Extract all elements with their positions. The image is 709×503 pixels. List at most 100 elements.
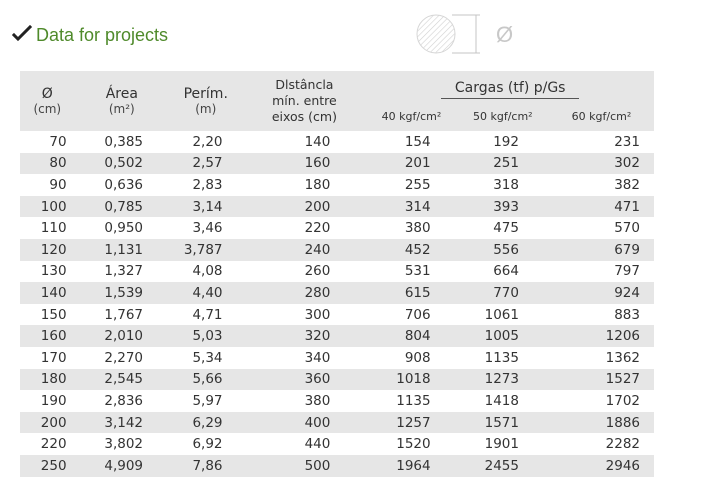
table-cell: 231	[614, 133, 640, 150]
table-cell: 200	[242, 195, 367, 218]
table-row: 80 0,502 2,57 160 201 251 302	[20, 152, 654, 175]
table-cell: 393	[456, 195, 549, 218]
header-cargas: Cargas (tf) p/Gs	[366, 71, 654, 101]
checkmark-icon	[12, 24, 33, 42]
table-cell: 1206	[548, 325, 654, 347]
table-cell: 2,270	[104, 349, 144, 366]
table-cell: 260	[304, 263, 331, 280]
table-cell: 300	[304, 306, 331, 323]
table-cell: 2,83	[192, 176, 223, 193]
table-cell: 615	[366, 282, 457, 304]
table-cell: 0,785	[74, 195, 170, 218]
table-cell: 120	[20, 238, 75, 261]
header-40: 40 kgf/cm²	[366, 101, 457, 131]
table-cell: 250	[20, 454, 75, 477]
table-row: 170 2,270 5,34 340 908 1135 1362	[20, 347, 654, 369]
table-cell: 70	[49, 133, 67, 150]
table-cell: 2282	[605, 436, 640, 453]
table-row: 70 0,385 2,20 140 154 192 231	[20, 131, 654, 153]
table-cell: 5,03	[169, 325, 243, 347]
table-cell: 1,539	[74, 282, 170, 304]
table-cell: 80	[20, 152, 75, 175]
table-cell: 471	[548, 195, 654, 218]
table-cell: 1,131	[74, 238, 170, 261]
table-row: 100 0,785 3,14 200 314 393 471	[20, 195, 654, 218]
table-cell: 2455	[456, 454, 549, 477]
table-cell: 6,29	[169, 411, 243, 434]
table-header: Ø (cm) Área (m²) Perím. (m) Dlstâncla mí…	[20, 71, 654, 131]
table-cell: 664	[493, 263, 519, 280]
pile-cross-section-icon	[416, 14, 480, 54]
table-cell: 1135	[484, 349, 519, 366]
table-cell: 908	[404, 349, 431, 366]
table-cell: 2,20	[192, 133, 223, 150]
table-cell: 160	[20, 325, 75, 347]
header-perimeter: Perím. (m)	[169, 71, 243, 131]
table-body: 70 0,385 2,20 140 154 192 231 80 0,502 2,57 160 201…	[20, 131, 654, 477]
table-row: 220 3,802 6,92 440 1520 1901 2282	[20, 433, 654, 455]
table-cell: 360	[242, 368, 367, 391]
table-cell: 382	[614, 176, 640, 193]
table-cell: 320	[242, 325, 367, 347]
header: Data for projects	[12, 20, 272, 50]
table-cell: 5,34	[192, 349, 223, 366]
table-cell: 797	[614, 263, 640, 280]
table-cell: 302	[548, 152, 654, 175]
table-cell: 200	[20, 411, 75, 434]
table-cell: 180	[304, 176, 331, 193]
table-cell: 1005	[456, 325, 549, 347]
table-row: 200 3,142 6,29 400 1257 1571 1886	[20, 411, 654, 434]
table-cell: 2,836	[104, 392, 144, 409]
table-cell: 4,71	[192, 306, 223, 323]
table-cell: 0,385	[104, 133, 144, 150]
table-cell: 1018	[366, 368, 457, 391]
table-cell: 220	[304, 220, 331, 237]
page-title: Data for projects	[36, 25, 169, 45]
table-row: 150 1,767 4,71 300 706 1061 883	[20, 304, 654, 326]
table-cell: 192	[493, 133, 519, 150]
table-row: 180 2,545 5,66 360 1018 1273 1527	[20, 368, 654, 391]
table-cell: 170	[40, 349, 67, 366]
table-cell: 1362	[605, 349, 640, 366]
table-cell: 318	[493, 176, 519, 193]
table-cell: 1702	[605, 392, 640, 409]
header-distance: Dlstâncla mín. entre eixos (cm)	[242, 71, 367, 131]
table-cell: 2946	[548, 454, 654, 477]
table-cell: 706	[404, 306, 431, 323]
table-cell: 150	[40, 306, 67, 323]
table-cell: 3,787	[169, 238, 243, 261]
table-cell: 4,909	[74, 454, 170, 477]
header-area: Área (m²)	[74, 71, 170, 131]
table-cell: 1527	[548, 368, 654, 391]
table-cell: 1886	[548, 411, 654, 434]
table-cell: 380	[304, 392, 331, 409]
table-cell: 110	[40, 220, 67, 237]
table-cell: 440	[304, 436, 331, 453]
header-diameter: Ø (cm)	[20, 71, 75, 131]
table-cell: 140	[20, 282, 75, 304]
header-50: 50 kgf/cm²	[456, 101, 549, 131]
table-cell: 500	[242, 454, 367, 477]
table-row: 90 0,636 2,83 180 255 318 382	[20, 174, 654, 196]
table-row: 160 2,010 5,03 320 804 1005 1206	[20, 325, 654, 347]
table-cell: 531	[404, 263, 431, 280]
table-cell: 6,92	[192, 436, 223, 453]
table-cell: 0,636	[104, 176, 144, 193]
table-cell: 556	[456, 238, 549, 261]
table-cell: 4,08	[192, 263, 223, 280]
table-cell: 475	[493, 220, 519, 237]
table-cell: 1273	[456, 368, 549, 391]
table-cell: 1061	[484, 306, 519, 323]
table-cell: 3,142	[74, 411, 170, 434]
table-cell: 4,40	[169, 282, 243, 304]
table-cell: 2,010	[74, 325, 170, 347]
table-row: 110 0,950 3,46 220 380 475 570	[20, 217, 654, 239]
table-cell: 400	[242, 411, 367, 434]
table-cell: 340	[304, 349, 331, 366]
table-cell: 154	[404, 133, 431, 150]
table-cell: 883	[614, 306, 640, 323]
table-cell: 1,767	[104, 306, 144, 323]
table-cell: 2,57	[169, 152, 243, 175]
table-cell: 1418	[484, 392, 519, 409]
table-cell: 1901	[484, 436, 519, 453]
